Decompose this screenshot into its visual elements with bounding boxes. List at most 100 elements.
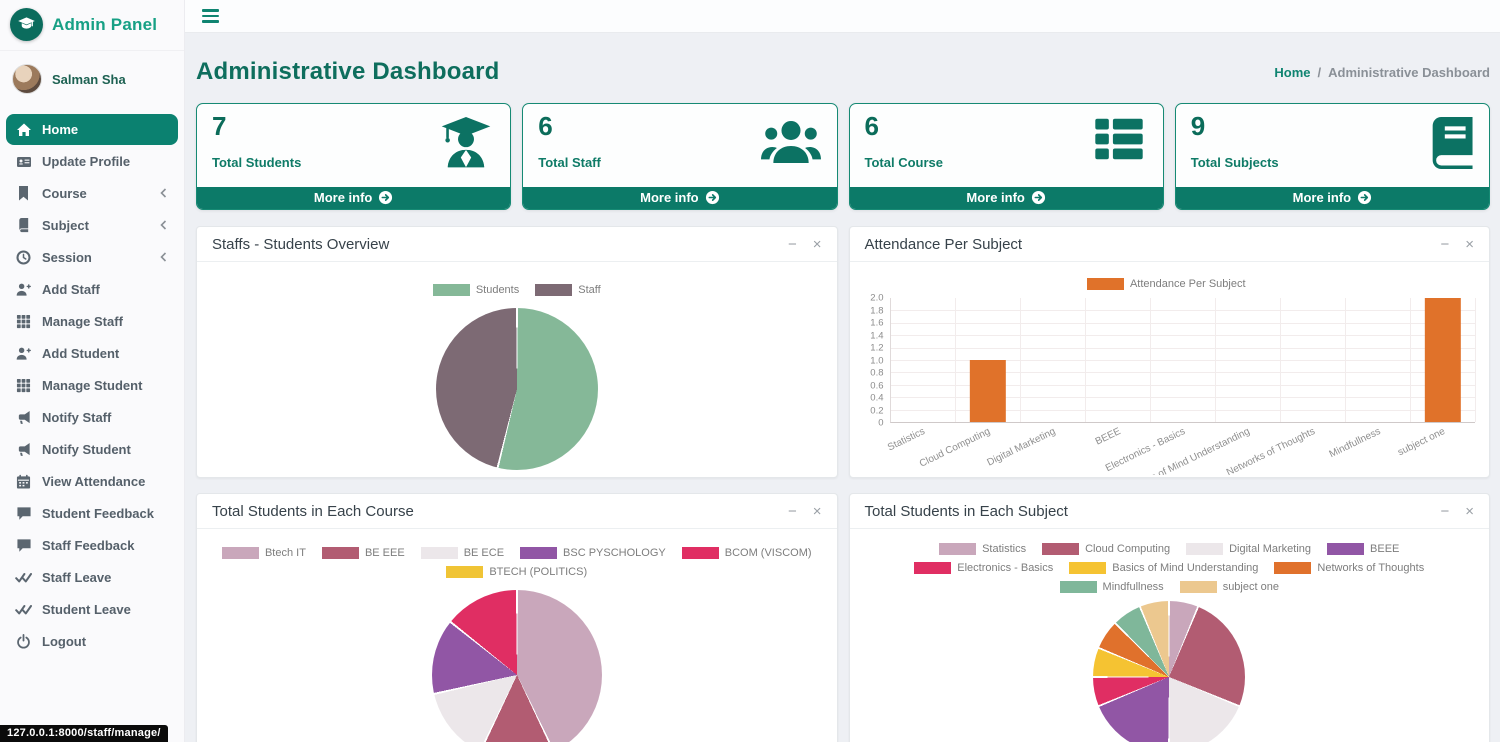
more-info-button[interactable]: More info: [197, 187, 511, 209]
legend-item-cloud-computing[interactable]: Cloud Computing: [1042, 543, 1170, 555]
breadcrumb-home-link[interactable]: Home: [1274, 64, 1311, 80]
sidebar-item-add-student[interactable]: Add Student: [6, 338, 178, 369]
sidebar-item-manage-student[interactable]: Manage Student: [6, 370, 178, 401]
legend-item-be-ece[interactable]: BE ECE: [420, 547, 504, 559]
sidebar-item-notify-student[interactable]: Notify Student: [6, 434, 178, 465]
panel-students-per-subject: Total Students in Each Subject − × Stati…: [848, 493, 1490, 742]
minimize-icon[interactable]: −: [1440, 236, 1450, 253]
attendance-bar-chart: Attendance Per Subject 2.0 1.8 1.6 1.4 1.2 1.0…: [850, 262, 1490, 475]
legend-item-btech-politics[interactable]: BTECH (POLITICS): [446, 566, 587, 578]
stat-value: 6: [864, 111, 879, 141]
legend-item-be-eee[interactable]: BE EEE: [321, 547, 405, 559]
legend-swatch: [520, 547, 558, 559]
hamburger-menu-icon[interactable]: [202, 9, 219, 23]
double-check-icon: [15, 601, 32, 618]
panel-attendance-per-subject: Attendance Per Subject − × Attendance Pe…: [848, 226, 1490, 478]
bookmark-icon: [15, 185, 32, 202]
legend-item-beee[interactable]: BEEE: [1327, 543, 1399, 555]
legend-item-statistics[interactable]: Statistics: [939, 543, 1026, 555]
minimize-icon[interactable]: −: [787, 503, 797, 520]
stat-card-total-course: 6 Total Course More info: [848, 103, 1164, 210]
legend-swatch: [1274, 562, 1312, 574]
legend-item-electronics-basics[interactable]: Electronics - Basics: [914, 562, 1053, 574]
legend-item-basics-of-mind-understanding[interactable]: Basics of Mind Understanding: [1069, 562, 1258, 574]
pie-chart: [1093, 601, 1246, 742]
x-axis-labels: Statistics Cloud Computing Digital Marketi…: [886, 426, 1448, 475]
panel-title: Staffs - Students Overview: [212, 236, 390, 253]
legend-item-mindfullness[interactable]: Mindfullness: [1059, 581, 1164, 593]
sidebar-menu: Home Update Profile Course Subject Sessi…: [0, 106, 184, 657]
legend-item-networks-of-thoughts[interactable]: Networks of Thoughts: [1274, 562, 1424, 574]
chevron-left-icon: [159, 250, 169, 265]
megaphone-icon: [15, 409, 32, 426]
more-info-button[interactable]: More info: [849, 187, 1163, 209]
bar-plot-area: [889, 298, 1476, 423]
legend-item-staff[interactable]: Staff: [535, 284, 601, 296]
panel-title: Total Students in Each Course: [212, 503, 414, 520]
legend-swatch: [446, 566, 484, 578]
bar-subject-one[interactable]: [1424, 298, 1461, 422]
grid-icon: [15, 313, 32, 330]
sidebar-item-notify-staff[interactable]: Notify Staff: [6, 402, 178, 433]
close-icon[interactable]: ×: [1465, 503, 1474, 520]
sidebar-item-subject[interactable]: Subject: [6, 210, 178, 241]
legend-swatch: [1327, 543, 1365, 555]
sidebar-item-view-attendance[interactable]: View Attendance: [6, 466, 178, 497]
sidebar-item-student-leave[interactable]: Student Leave: [6, 594, 178, 625]
stat-label: Total Course: [864, 154, 944, 170]
legend-swatch: [1069, 562, 1107, 574]
stat-value: 6: [538, 111, 553, 141]
legend-swatch: [939, 543, 977, 555]
panel-title: Total Students in Each Subject: [864, 503, 1068, 520]
sidebar-item-logout[interactable]: Logout: [6, 626, 178, 657]
close-icon[interactable]: ×: [1465, 236, 1474, 253]
legend-item-subject-one[interactable]: subject one: [1179, 581, 1279, 593]
clock-icon: [15, 249, 32, 266]
legend-item-btech-it[interactable]: Btech IT: [221, 547, 306, 559]
students-per-subject-pie-chart: Statistics Cloud Computing Digital Marketi…: [850, 529, 1490, 742]
legend-item-bcom-viscom[interactable]: BCOM (VISCOM): [681, 547, 812, 559]
arrow-circle-right-icon: [705, 190, 720, 205]
user-plus-icon: [15, 345, 32, 362]
panel-staffs-students-overview: Staffs - Students Overview − × Students S…: [196, 226, 838, 478]
arrow-circle-right-icon: [1031, 190, 1046, 205]
stat-value: 9: [1190, 111, 1206, 141]
sidebar-item-add-staff[interactable]: Add Staff: [6, 274, 178, 305]
close-icon[interactable]: ×: [812, 236, 822, 253]
sidebar-item-session[interactable]: Session: [6, 242, 178, 273]
legend-item-students[interactable]: Students: [432, 284, 519, 296]
user-plus-icon: [15, 281, 32, 298]
stat-card-total-subjects: 9 Total Subjects More info: [1174, 103, 1490, 210]
more-info-button[interactable]: More info: [1175, 187, 1489, 209]
sidebar-item-staff-feedback[interactable]: Staff Feedback: [6, 530, 178, 561]
sidebar-item-manage-staff[interactable]: Manage Staff: [6, 306, 178, 337]
legend-swatch: [420, 547, 458, 559]
close-icon[interactable]: ×: [812, 503, 822, 520]
sidebar-item-student-feedback[interactable]: Student Feedback: [6, 498, 178, 529]
stat-value: 7: [212, 111, 227, 141]
sidebar-item-home[interactable]: Home: [6, 114, 178, 145]
y-axis: 2.0 1.8 1.6 1.4 1.2 1.0 0.8 0.6 0.4 0.2 0: [870, 292, 884, 429]
stat-cards-row: 7 Total Students More info 6 Total Staff More…: [196, 103, 1490, 210]
sidebar-item-course[interactable]: Course: [6, 178, 178, 209]
legend-swatch: [432, 284, 470, 296]
more-info-button[interactable]: More info: [523, 187, 837, 209]
legend-item-digital-marketing[interactable]: Digital Marketing: [1186, 543, 1311, 555]
stat-card-total-students: 7 Total Students More info: [196, 103, 512, 210]
minimize-icon[interactable]: −: [787, 236, 797, 253]
sidebar: Admin Panel Salman Sha Home Update Profi…: [0, 0, 185, 742]
minimize-icon[interactable]: −: [1440, 503, 1450, 520]
bar-cloud-computing[interactable]: [969, 360, 1007, 422]
legend-swatch: [1179, 581, 1217, 593]
legend-item-attendance-per-subject[interactable]: Attendance Per Subject: [1086, 278, 1246, 290]
legend-item-bsc-pyschology[interactable]: BSC PYSCHOLOGY: [520, 547, 666, 559]
main-content: Administrative Dashboard Home / Administ…: [185, 33, 1500, 742]
legend-swatch: [535, 284, 573, 296]
sidebar-item-staff-leave[interactable]: Staff Leave: [6, 562, 178, 593]
home-icon: [15, 121, 32, 138]
chevron-left-icon: [159, 218, 169, 233]
legend-swatch: [221, 547, 259, 559]
sidebar-item-update-profile[interactable]: Update Profile: [6, 146, 178, 177]
comment-icon: [15, 537, 32, 554]
user-panel: Salman Sha: [0, 51, 184, 106]
